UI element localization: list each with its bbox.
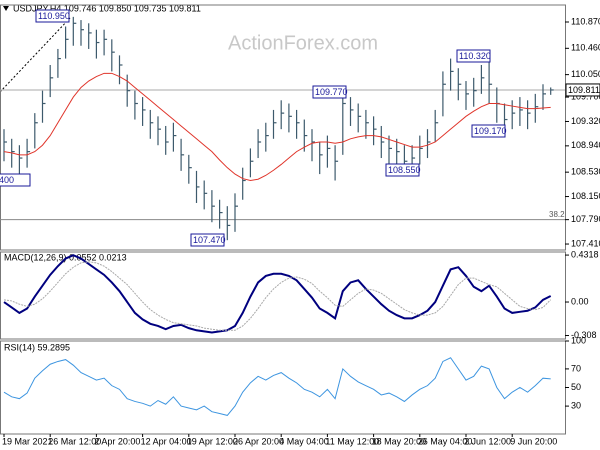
y-tick-label: 110.050	[571, 69, 600, 79]
moving-average	[3, 72, 551, 182]
indicator-line	[3, 357, 551, 416]
y-tick-label: 0.00	[571, 296, 589, 306]
y-tick-label: 107.790	[571, 214, 600, 224]
y-tick-label: 108.150	[571, 191, 600, 201]
annotation-box	[312, 85, 347, 99]
y-tick-label: 108.530	[571, 167, 600, 177]
annotation: 108.550	[388, 165, 421, 175]
y-tick-label: 108.940	[571, 140, 600, 150]
x-tick-label: 12 Apr 04:00	[141, 436, 192, 446]
macd-title: MACD(12,26,9) 0.0552 0.0213	[4, 252, 127, 262]
y-tick-label: 50	[571, 382, 581, 392]
x-tick-label: 11 May 12:00	[325, 436, 379, 446]
x-tick-label: 26 Apr 20:00	[233, 436, 284, 446]
indicator-line	[3, 261, 552, 331]
x-tick-label: 19 Mar 2021	[2, 436, 53, 446]
chart-title: USDJPY,H4 109.746 109.850 109.735 109.81…	[13, 3, 201, 13]
annotation: 109.770	[315, 87, 348, 97]
x-tick-label: 4 May 04:00	[279, 436, 329, 446]
y-tick-label: 107.410	[571, 238, 600, 248]
annotation-box	[0, 173, 31, 187]
last-price-label: 109.811	[568, 85, 600, 95]
annotation: 110.950	[38, 11, 70, 21]
annotation-box	[190, 233, 225, 247]
trend-line	[0, 17, 71, 93]
menu-triangle	[3, 6, 9, 11]
annotation-box	[35, 9, 70, 23]
y-tick-label: -0.308	[571, 330, 597, 340]
x-tick-label: 26 Mar 12:00	[48, 436, 101, 446]
indicator-line	[3, 254, 552, 334]
panel-frame	[0, 251, 566, 340]
rsi-title: RSI(14) 59.2895	[4, 342, 70, 352]
y-tick-label: 110.870	[571, 16, 600, 26]
y-tick-label: 70	[571, 363, 581, 373]
y-tick-label: 100	[571, 335, 586, 345]
annotation-box	[456, 49, 491, 63]
x-tick-label: 2 Apr 20:00	[94, 436, 140, 446]
y-tick-label: 110.460	[571, 43, 600, 53]
annotation: 107.470	[193, 235, 226, 245]
y-tick-label: 30	[571, 400, 581, 410]
panel-frame	[0, 4, 566, 251]
annotation-box	[385, 163, 420, 177]
x-tick-label: 26 May 04:00	[418, 436, 473, 446]
y-tick-label: 0.4318	[571, 249, 599, 259]
x-tick-label: 18 May 20:00	[372, 436, 427, 446]
annotation: 110.320	[459, 51, 491, 61]
fib-label: 38.2	[549, 210, 565, 219]
annotation: 400	[0, 175, 14, 185]
last-price-box	[565, 83, 600, 97]
watermark: ActionForex.com	[228, 32, 378, 54]
annotation-box	[471, 124, 506, 138]
x-tick-label: 2 Jun 12:00	[464, 436, 511, 446]
x-tick-label: 9 Jun 20:00	[510, 436, 557, 446]
x-tick-label: 19 Apr 12:00	[187, 436, 238, 446]
annotation: 109.170	[474, 126, 507, 136]
y-tick-label: 109.320	[571, 116, 600, 126]
